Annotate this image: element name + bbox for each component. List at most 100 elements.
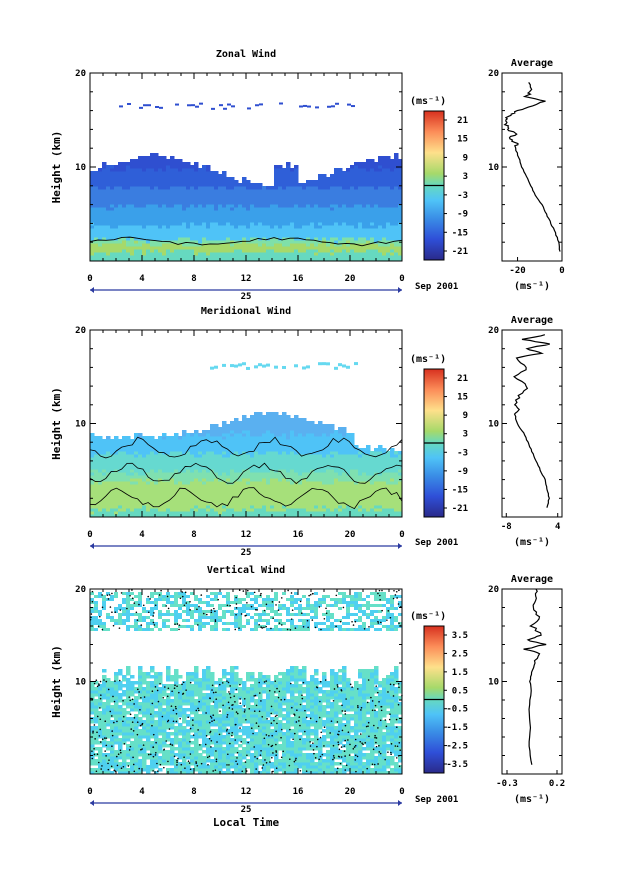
heatmap-cell	[306, 490, 311, 494]
heatmap-cell	[218, 216, 223, 220]
heatmap-cell	[362, 201, 367, 205]
heatmap-cell	[230, 484, 235, 488]
heatmap-cell	[242, 210, 247, 214]
heatmap-cell	[102, 442, 107, 446]
heatmap-cell	[334, 204, 339, 208]
heatmap-cell	[394, 243, 399, 247]
heatmap-cell	[366, 469, 371, 473]
heatmap-cell	[218, 454, 223, 458]
heatmap-cell	[210, 493, 215, 497]
heatmap-cell	[222, 225, 227, 229]
heatmap-cell	[294, 216, 299, 220]
heatmap-cell	[282, 243, 287, 247]
heatmap-cell	[358, 219, 363, 223]
heatmap-cell	[138, 213, 143, 217]
heatmap-cell	[326, 424, 331, 428]
heatmap-cell	[282, 433, 287, 437]
heatmap-cell	[98, 469, 103, 473]
heatmap-cell	[282, 252, 287, 256]
heatmap-cell	[370, 228, 375, 232]
heatmap-cell	[122, 174, 127, 178]
heatmap-cell	[310, 183, 315, 187]
heatmap-cell	[162, 448, 167, 452]
heatmap-cell	[146, 460, 151, 464]
heatmap-cell	[322, 505, 327, 509]
heatmap-cell	[382, 213, 387, 217]
heatmap-cell	[94, 231, 99, 235]
heatmap-cell	[302, 249, 307, 253]
heatmap-cell	[138, 195, 143, 199]
heatmap-cell	[142, 192, 147, 196]
heatmap-cell	[274, 508, 279, 512]
heatmap-cell	[166, 243, 171, 247]
heatmap-cell	[306, 228, 311, 232]
heatmap-cell	[130, 201, 135, 205]
heatmap-cell	[270, 204, 275, 208]
heatmap-cell	[206, 231, 211, 235]
heatmap-cell	[230, 192, 235, 196]
heatmap-cell	[390, 171, 395, 175]
heatmap-cell	[94, 219, 99, 223]
heatmap-cell	[254, 427, 259, 431]
heatmap-cell	[326, 448, 331, 452]
heatmap-cell	[150, 246, 155, 250]
heatmap-cell	[254, 258, 259, 262]
heatmap-cell	[130, 204, 135, 208]
heatmap-cell	[246, 234, 251, 238]
heatmap-cell	[262, 255, 267, 259]
heatmap-cell	[282, 490, 287, 494]
heatmap-cell	[398, 243, 403, 247]
heatmap-cell	[334, 451, 339, 455]
heatmap-cell	[274, 499, 279, 503]
heatmap-cell	[382, 472, 387, 476]
heatmap-cell	[366, 204, 371, 208]
heatmap-cell	[94, 237, 99, 241]
heatmap-cell	[294, 183, 299, 187]
heatmap-cell	[306, 258, 311, 262]
heatmap-cell	[122, 496, 127, 500]
heatmap-cell	[230, 204, 235, 208]
heatmap-cell	[266, 252, 271, 256]
heatmap-cell	[358, 466, 363, 470]
heatmap-cell	[274, 418, 279, 422]
heatmap-cell	[106, 186, 111, 190]
heatmap-cell	[166, 487, 171, 491]
heatmap-cell	[398, 201, 403, 205]
heatmap-cell	[174, 249, 179, 253]
heatmap-cell	[222, 207, 227, 211]
heatmap-cell	[226, 436, 231, 440]
heatmap-cell	[106, 171, 111, 175]
heatmap-cell	[258, 472, 263, 476]
heatmap-cell	[398, 183, 403, 187]
heatmap-cell	[134, 216, 139, 220]
heatmap-cell	[146, 445, 151, 449]
heatmap-cell	[230, 231, 235, 235]
heatmap-cell	[370, 198, 375, 202]
heatmap-cell	[378, 198, 383, 202]
heatmap-cell	[122, 162, 127, 166]
heatmap-cell	[342, 180, 347, 184]
heatmap-cell	[138, 225, 143, 229]
heatmap-cell	[254, 430, 259, 434]
heatmap-cell	[210, 171, 215, 175]
heatmap-cell	[102, 466, 107, 470]
heatmap-cell	[206, 433, 211, 437]
heatmap-cell	[218, 430, 223, 434]
heatmap-cell	[270, 466, 275, 470]
heatmap-cell	[246, 186, 251, 190]
heatmap-cell	[142, 496, 147, 500]
heatmap-cell	[178, 222, 183, 226]
heatmap-cell	[358, 186, 363, 190]
heatmap-cell	[326, 258, 331, 262]
heatmap-cell	[162, 186, 167, 190]
heatmap-cell	[282, 514, 287, 518]
heatmap-cell	[350, 225, 355, 229]
heatmap-cell	[330, 186, 335, 190]
heatmap-cell	[286, 255, 291, 259]
heatmap-cell	[138, 252, 143, 256]
heatmap-cell	[154, 186, 159, 190]
heatmap-cell	[382, 454, 387, 458]
heatmap-cell	[290, 445, 295, 449]
heatmap-cell	[126, 180, 131, 184]
heatmap-cell	[310, 454, 315, 458]
